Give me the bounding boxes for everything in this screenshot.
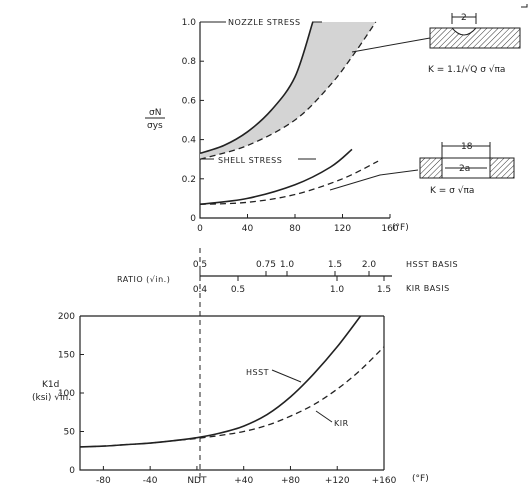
bottom-x-tick-label: -80 — [96, 476, 111, 486]
shell-solid-curve — [199, 148, 353, 206]
nozzle-edge-mark — [521, 4, 528, 8]
ratio-label: RATIO (√in.) — [117, 275, 170, 284]
shell-formula: K = σ √πa — [430, 185, 474, 196]
bottom-x-tick-label: +40 — [234, 476, 253, 486]
hsst-series-label: HSST — [246, 368, 269, 377]
kir-scale-tick-label: 1.5 — [377, 285, 391, 295]
kir-scale-tick-label: 0.4 — [193, 285, 208, 295]
shell-dashed-curve — [199, 160, 379, 205]
top-x-unit: (°F) — [392, 223, 409, 233]
kir-scale-tick-label: 1.0 — [330, 285, 345, 295]
bottom-y-tick-label: 150 — [58, 351, 75, 361]
top-x-tick-label: 120 — [334, 224, 351, 234]
top-ylabel-numerator: σN — [149, 108, 161, 118]
shell-diagram: 18 2a K = σ √πa — [419, 142, 515, 196]
top-x-tick-label: 40 — [242, 224, 254, 234]
bottom-y-tick-label: 50 — [64, 428, 76, 438]
top-x-tick-label: 160 — [381, 224, 398, 234]
bottom-x-tick-label: NDT — [187, 476, 207, 486]
nozzle-solid-curve — [199, 21, 314, 155]
shell-leader — [329, 169, 419, 191]
bottom-x-tick-label: +120 — [325, 476, 350, 486]
nozzle-crack — [450, 27, 478, 36]
kir-series-label: KIR — [334, 419, 349, 428]
nozzle-leader — [351, 37, 431, 53]
top-ylabel-denominator: σys — [147, 121, 163, 131]
hsst-scale-tick-label: 1.0 — [280, 260, 295, 270]
top-x-tick-label: 80 — [289, 224, 301, 234]
shell-dimension-outer-label: 18 — [461, 142, 473, 152]
shell-stress-label: SHELL STRESS — [218, 156, 282, 165]
nozzle-dimension-label: 2 — [461, 13, 467, 23]
hsst-basis-label: HSST BASIS — [406, 260, 458, 269]
hsst-scale-tick-label: 2.0 — [362, 260, 377, 270]
top-y-tick-label: 0.2 — [182, 175, 196, 185]
bottom-y-tick-label: 0 — [69, 466, 75, 476]
top-y-tick-label: 0 — [190, 214, 196, 224]
nozzle-diagram: 2 K = 1.1/√Q σ √πa — [428, 4, 528, 75]
bottom-y-tick-label: 100 — [58, 389, 75, 399]
bottom-x-tick-label: +80 — [281, 476, 300, 486]
top-y-tick-label: 0.4 — [182, 136, 197, 146]
nozzle-formula: K = 1.1/√Q σ √πa — [428, 64, 505, 75]
kir-curve — [79, 346, 385, 448]
ratio-scale-ticks: 0.5 0.75 1.0 1.5 2.0 0.4 0.5 1.0 1.5 — [193, 260, 391, 295]
hsst-scale-tick-label: 0.5 — [193, 260, 207, 270]
top-chart: 0 40 80 120 160 0 0.2 0.4 0.6 0.8 1.0 NOZZLE STRES… — [145, 18, 431, 234]
nozzle-plate — [429, 27, 521, 49]
bottom-x-unit: (°F) — [412, 474, 429, 484]
nozzle-dashed-curve — [199, 21, 377, 160]
kir-label-leader — [315, 410, 333, 423]
top-y-tick-label: 0.6 — [182, 96, 197, 106]
top-chart-lines — [199, 21, 379, 206]
bottom-x-tick-label: -40 — [143, 476, 158, 486]
top-y-tick-label: 0.8 — [182, 57, 197, 67]
bottom-chart-axes — [79, 316, 384, 471]
bottom-ylabel-top: K1d — [42, 380, 59, 390]
bottom-chart: -80 -40 NDT +40 +80 +120 +160 0 50 100 150 200 HSST… — [32, 312, 429, 486]
kir-scale-tick-label: 0.5 — [231, 285, 245, 295]
top-chart-ticks: 0 40 80 120 160 0 0.2 0.4 0.6 0.8 1.0 — [182, 18, 399, 234]
ratio-scale: 0.5 0.75 1.0 1.5 2.00.4 0.5 1.0 1.5 HSST BASIS … — [117, 248, 458, 478]
hsst-scale-tick-label: 0.75 — [256, 260, 276, 270]
top-y-tick-label: 1.0 — [182, 18, 197, 28]
kir-basis-label: KIR BASIS — [406, 284, 450, 293]
nozzle-stress-label: NOZZLE STRESS — [228, 18, 301, 27]
bottom-chart-lines — [79, 315, 385, 448]
bottom-x-tick-label: +160 — [372, 476, 397, 486]
top-x-tick-label: 0 — [197, 224, 203, 234]
hsst-scale-tick-label: 1.5 — [328, 260, 342, 270]
bottom-ylabel-bottom: (ksi) √in. — [32, 392, 71, 403]
bottom-y-tick-label: 200 — [58, 312, 75, 322]
hsst-curve — [79, 315, 362, 448]
hsst-label-leader — [271, 369, 302, 383]
bottom-chart-ticks: -80 -40 NDT +40 +80 +120 +160 0 50 100 150 200 — [58, 312, 397, 486]
shell-dimension-inner-label: 2a — [459, 164, 470, 174]
